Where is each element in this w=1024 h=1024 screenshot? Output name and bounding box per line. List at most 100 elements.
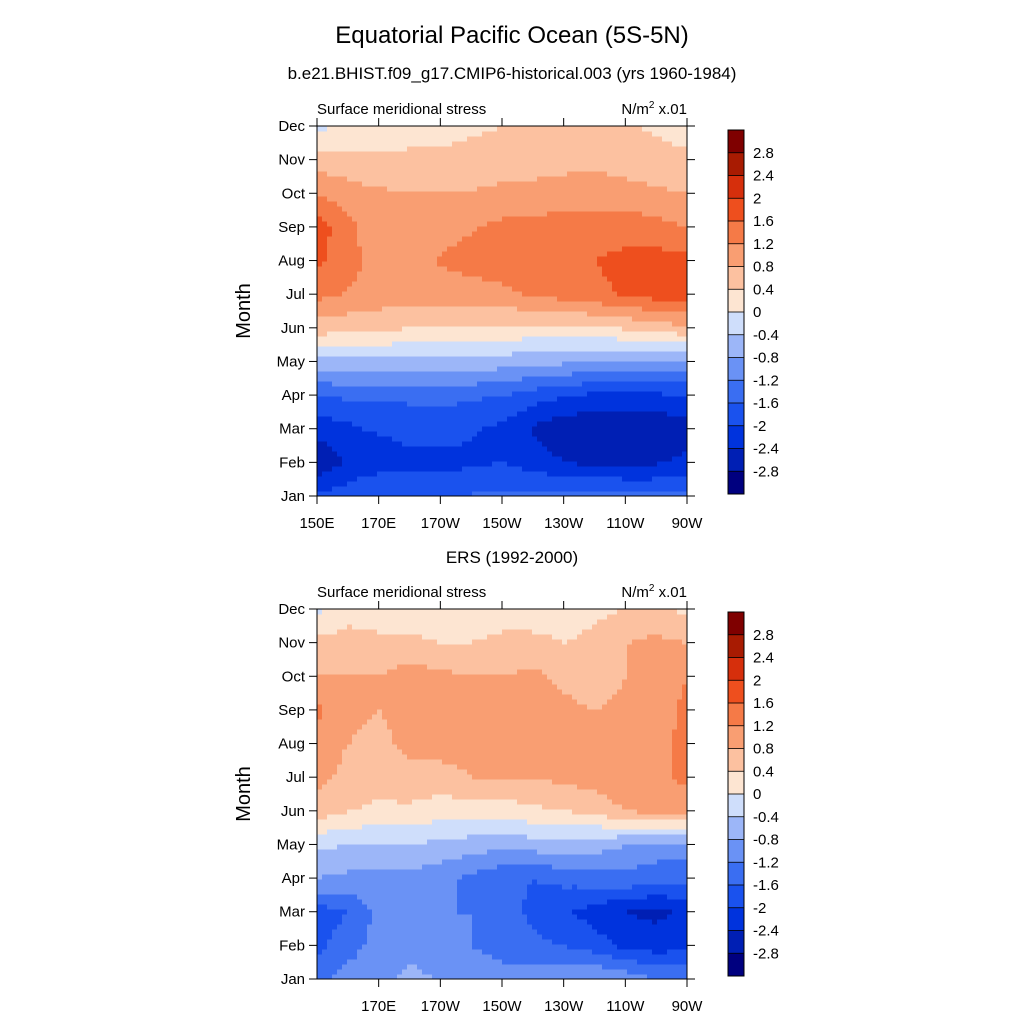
contour-cell <box>527 436 533 442</box>
contour-cell <box>447 426 453 432</box>
contour-cell <box>622 251 628 257</box>
contour-cell <box>417 231 423 237</box>
contour-cell <box>617 391 623 397</box>
contour-cell <box>417 386 423 392</box>
contour-cell <box>662 451 668 457</box>
contour-cell <box>472 381 478 387</box>
contour-cell <box>512 466 518 472</box>
contour-cell <box>487 321 493 327</box>
contour-cell <box>422 481 428 487</box>
contour-cell <box>507 456 513 462</box>
contour-cell <box>442 441 448 447</box>
contour-cell <box>402 186 408 192</box>
contour-cell <box>387 456 393 462</box>
contour-cell <box>682 326 688 332</box>
contour-cell <box>637 446 643 452</box>
contour-cell <box>402 426 408 432</box>
contour-cell <box>612 441 618 447</box>
contour-cell <box>512 376 518 382</box>
contour-cell <box>447 476 453 482</box>
contour-cell <box>397 386 403 392</box>
contour-cell <box>407 161 413 167</box>
contour-cell <box>332 291 338 297</box>
contour-cell <box>337 491 343 497</box>
contour-cell <box>527 186 533 192</box>
contour-cell <box>647 301 653 307</box>
contour-cell <box>457 376 463 382</box>
contour-cell <box>507 246 513 252</box>
contour-cell <box>527 421 533 427</box>
contour-cell <box>562 231 568 237</box>
contour-cell <box>397 186 403 192</box>
contour-cell <box>442 231 448 237</box>
contour-cell <box>442 456 448 462</box>
contour-cell <box>622 216 628 222</box>
contour-cell <box>522 331 528 337</box>
contour-cell <box>347 406 353 412</box>
contour-cell <box>432 251 438 257</box>
contour-cell <box>322 376 328 382</box>
contour-cell <box>322 386 328 392</box>
contour-cell <box>372 171 378 177</box>
contour-cell <box>477 461 483 467</box>
contour-cell <box>597 196 603 202</box>
contour-cell <box>482 321 488 327</box>
contour-cell <box>367 206 373 212</box>
contour-cell <box>337 466 343 472</box>
contour-cell <box>437 436 443 442</box>
contour-cell <box>497 411 503 417</box>
contour-cell <box>392 181 398 187</box>
contour-cell <box>327 236 333 242</box>
contour-cell <box>427 426 433 432</box>
contour-cell <box>322 321 328 327</box>
contour-cell <box>327 226 333 232</box>
contour-cell <box>547 451 553 457</box>
contour-cell <box>357 201 363 207</box>
contour-cell <box>417 436 423 442</box>
contour-cell <box>382 271 388 277</box>
contour-cell <box>467 286 473 292</box>
contour-cell <box>567 311 573 317</box>
contour-cell <box>442 306 448 312</box>
contour-cell <box>677 366 683 372</box>
contour-cell <box>377 191 383 197</box>
contour-cell <box>632 466 638 472</box>
contour-cell <box>647 266 653 272</box>
contour-cell <box>682 341 688 347</box>
contour-cell <box>662 161 668 167</box>
contour-cell <box>602 321 608 327</box>
contour-cell <box>572 421 578 427</box>
contour-cell <box>332 481 338 487</box>
contour-cell <box>477 306 483 312</box>
contour-cell <box>357 186 363 192</box>
contour-cell <box>427 166 433 172</box>
contour-cell <box>547 171 553 177</box>
contour-cell <box>637 196 643 202</box>
contour-cell <box>457 411 463 417</box>
contour-cell <box>677 391 683 397</box>
contour-cell <box>332 206 338 212</box>
contour-cell <box>612 291 618 297</box>
contour-cell <box>642 191 648 197</box>
contour-cell <box>627 491 633 497</box>
contour-cell <box>387 416 393 422</box>
contour-cell <box>547 446 553 452</box>
contour-cell <box>637 411 643 417</box>
contour-cell <box>602 311 608 317</box>
contour-cell <box>482 271 488 277</box>
contour-cell <box>377 156 383 162</box>
contour-cell <box>337 446 343 452</box>
contour-cell <box>377 236 383 242</box>
contour-cell <box>547 271 553 277</box>
contour-cell <box>472 311 478 317</box>
contour-cell <box>437 426 443 432</box>
contour-cell <box>632 216 638 222</box>
contour-cell <box>352 281 358 287</box>
contour-cell <box>397 251 403 257</box>
contour-cell <box>487 376 493 382</box>
contour-cell <box>657 316 663 322</box>
contour-cell <box>337 351 343 357</box>
contour-cell <box>602 236 608 242</box>
contour-cell <box>327 346 333 352</box>
contour-cell <box>502 231 508 237</box>
